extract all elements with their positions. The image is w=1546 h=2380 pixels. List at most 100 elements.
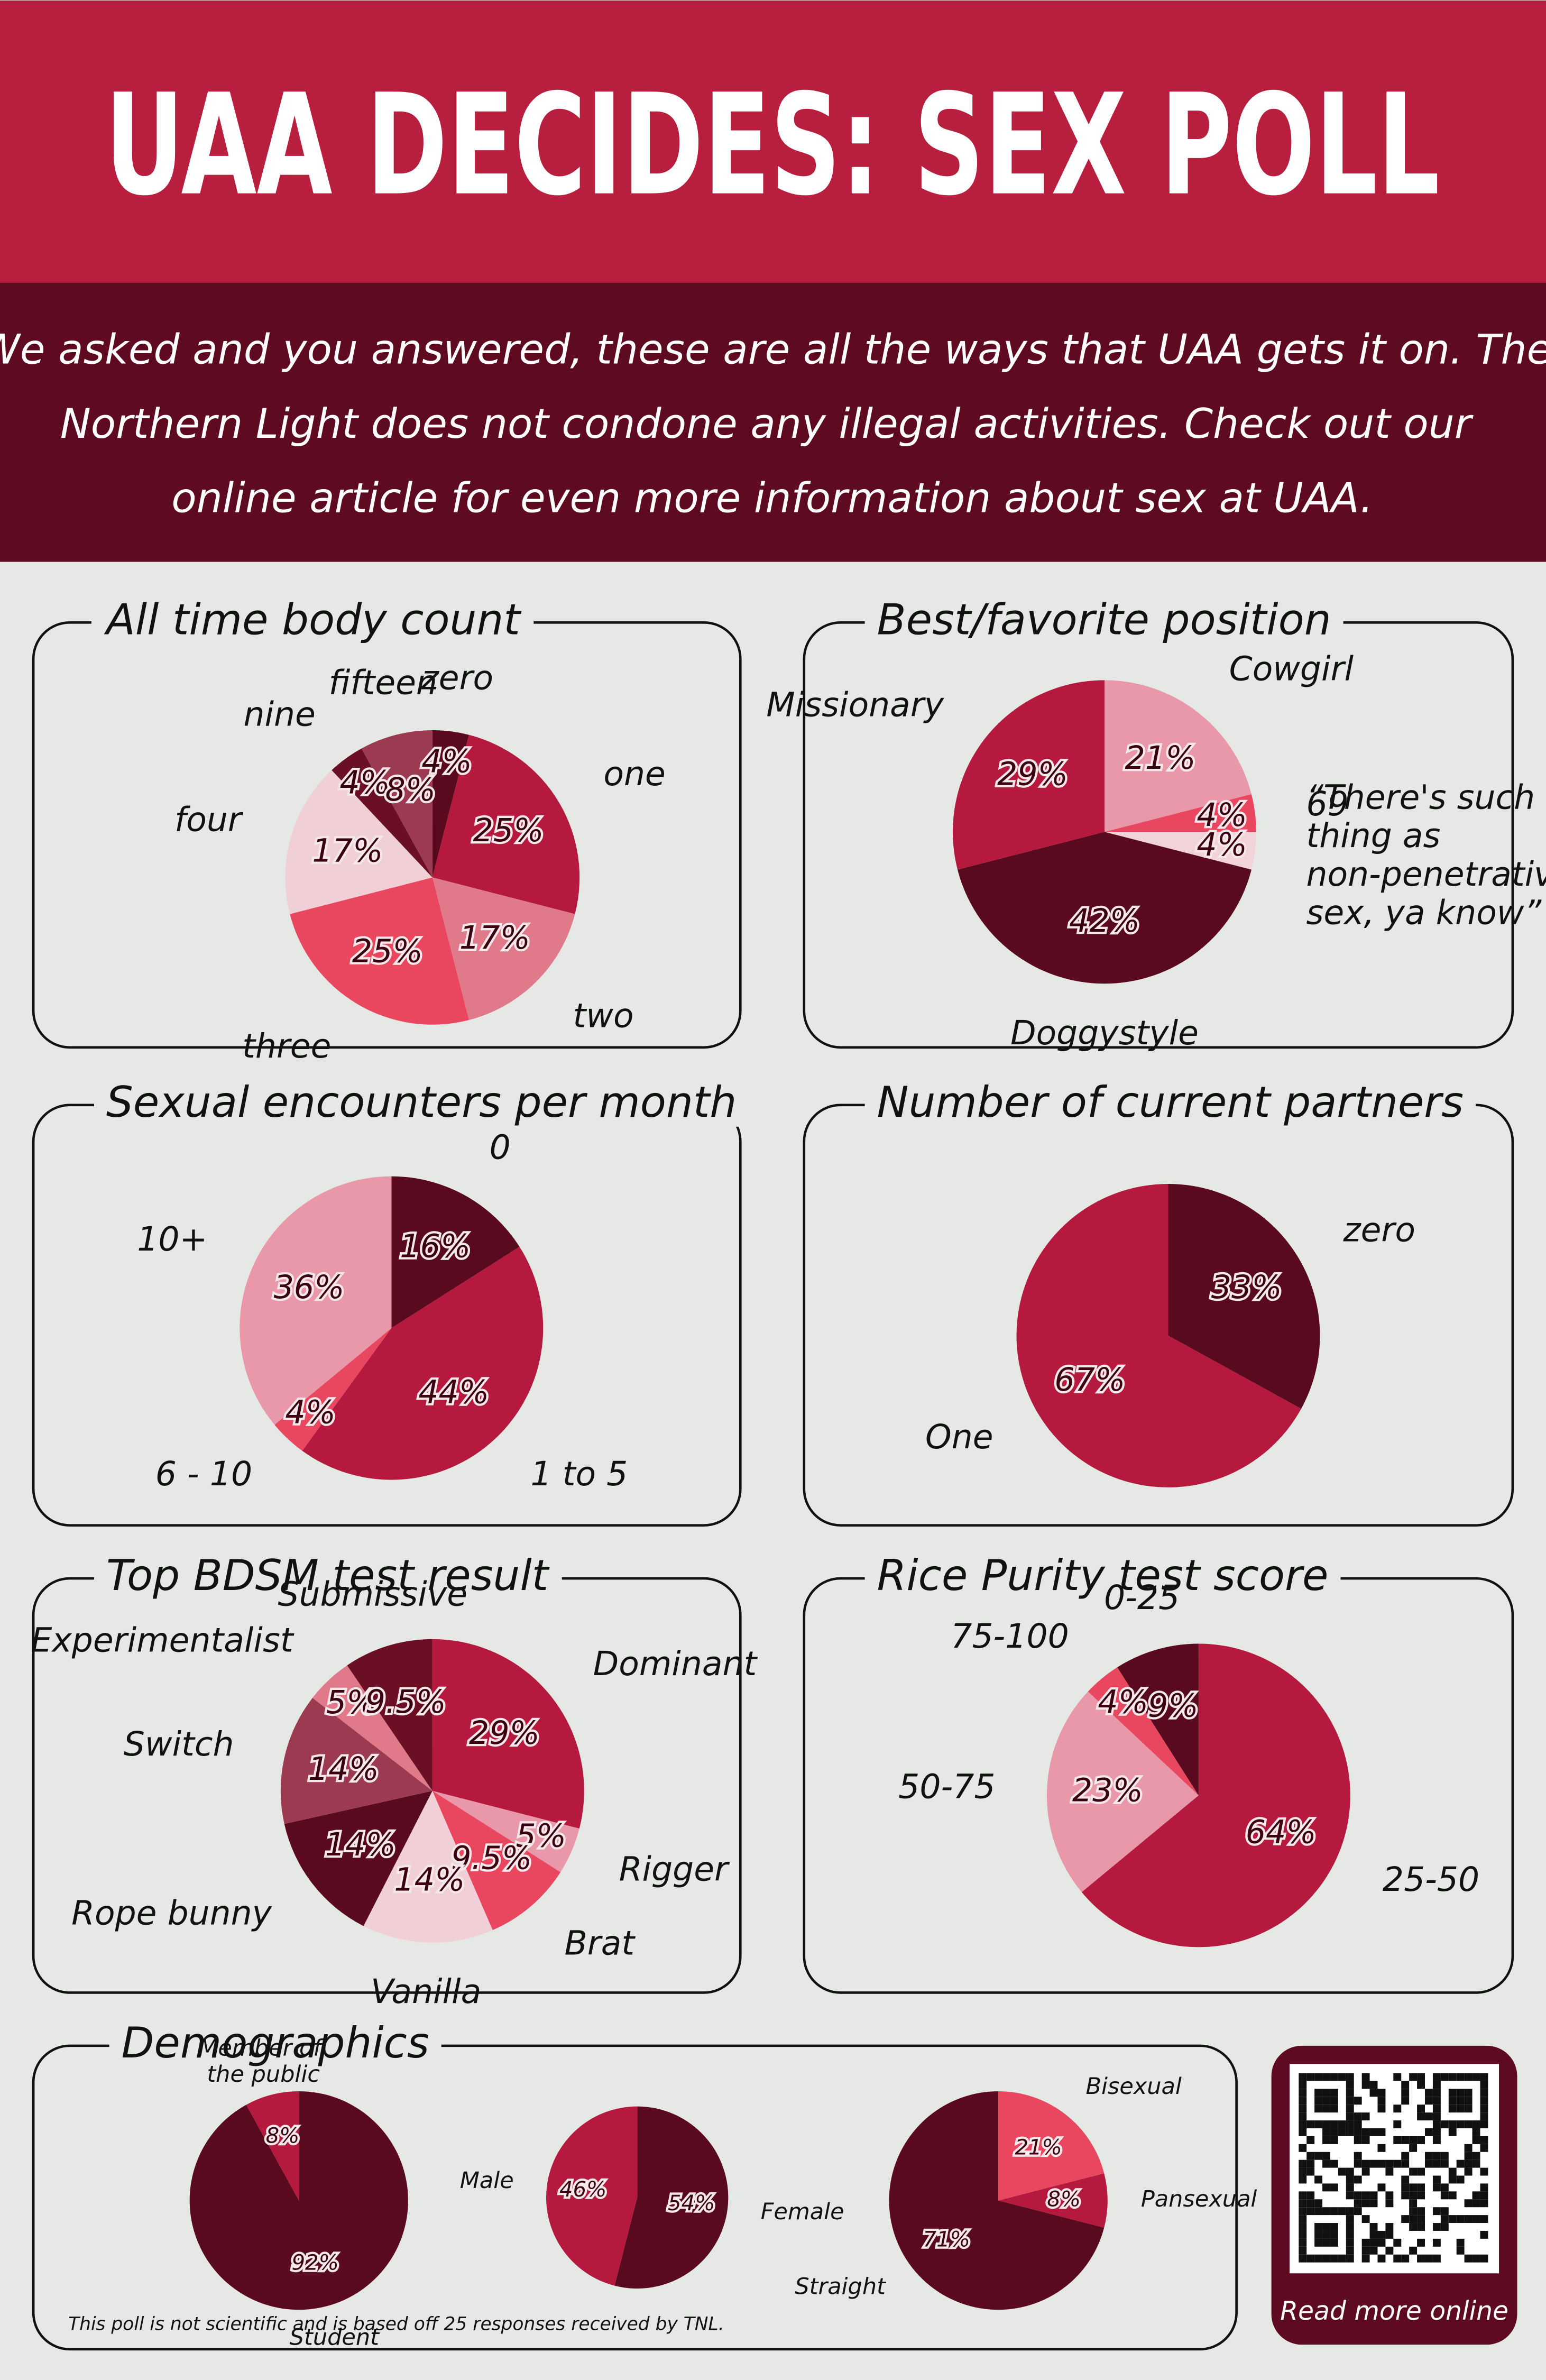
qr-module <box>1299 2167 1307 2176</box>
qr-module <box>1346 2128 1354 2136</box>
qr-module <box>1322 2152 1330 2160</box>
value-label: 5% <box>516 1817 566 1854</box>
value-label: 16% <box>400 1228 471 1265</box>
pie-slice <box>363 1790 493 1943</box>
pie-slice <box>432 730 470 878</box>
qr-module <box>1306 2199 1315 2208</box>
qr-module <box>1401 2215 1410 2223</box>
qr-module <box>1299 2191 1307 2200</box>
qr-module <box>1314 2120 1323 2128</box>
pie-slice <box>1081 1643 1350 1947</box>
qr-module <box>1299 2254 1307 2263</box>
qr-module <box>1417 2207 1425 2216</box>
category-label: Bisexual <box>1085 2073 1181 2100</box>
pie-slice <box>347 1639 432 1791</box>
qr-module <box>1432 2081 1441 2089</box>
category-label: Student <box>290 2324 381 2350</box>
value-label: 14% <box>394 1861 465 1898</box>
qr-module <box>1448 2105 1457 2113</box>
qr-module <box>1346 2207 1354 2216</box>
category-label: Female <box>761 2199 844 2225</box>
qr-module <box>1369 2089 1378 2097</box>
qr-module <box>1472 2136 1480 2144</box>
qr-module <box>1330 2230 1338 2239</box>
value-label: 8% <box>385 771 436 808</box>
category-label: “There's such a thing as non-penetrative… <box>1306 778 1546 932</box>
qr-module <box>1361 2215 1370 2223</box>
qr-module <box>1432 2089 1441 2097</box>
qr-module <box>1369 2081 1378 2089</box>
qr-module <box>1299 2081 1307 2089</box>
qr-module <box>1480 2089 1488 2097</box>
category-label: Switch <box>124 1724 234 1763</box>
category-label: Brat <box>565 1923 636 1962</box>
qr-module <box>1322 2230 1330 2239</box>
qr-module <box>1377 2105 1386 2113</box>
qr-module <box>1354 2160 1362 2168</box>
qr-module <box>1306 2136 1315 2144</box>
value-label: 14% <box>325 1826 396 1863</box>
value-label: 5% <box>326 1684 377 1721</box>
qr-module <box>1346 2089 1354 2097</box>
qr-module <box>1480 2191 1488 2200</box>
qr-module <box>1306 2254 1315 2263</box>
qr-module <box>1417 2112 1425 2121</box>
qr-module <box>1456 2238 1465 2247</box>
qr-module <box>1401 2175 1410 2184</box>
qr-module <box>1299 2097 1307 2105</box>
qr-module <box>1480 2136 1488 2144</box>
qr-module <box>1448 2191 1457 2200</box>
qr-module <box>1377 2144 1386 2152</box>
qr-module <box>1448 2120 1457 2128</box>
pie-slice <box>998 2091 1105 2201</box>
qr-module <box>1472 2128 1480 2136</box>
qr-module <box>1393 2136 1402 2144</box>
qr-module <box>1377 2230 1386 2239</box>
pie-slice <box>1168 1184 1320 1409</box>
qr-module <box>1322 2183 1330 2192</box>
pie-slice <box>1104 832 1256 870</box>
pie-slice <box>280 1697 432 1824</box>
qr-module <box>1480 2254 1488 2263</box>
title-band <box>0 0 1546 283</box>
value-label: 4% <box>339 764 390 801</box>
qr-module <box>1330 2073 1338 2081</box>
qr-module <box>1299 2120 1307 2128</box>
value-label: 92% <box>291 2251 338 2275</box>
qr-module <box>1369 2238 1378 2247</box>
category-label: 0-25 <box>1104 1578 1180 1617</box>
pie-slice <box>1104 680 1251 832</box>
qr-module <box>1432 2097 1441 2105</box>
qr-module <box>1299 2144 1307 2152</box>
qr-module <box>1330 2160 1338 2168</box>
qr-module <box>1346 2112 1354 2121</box>
qr-module <box>1369 2128 1378 2136</box>
qr-module <box>1354 2128 1362 2136</box>
qr-module <box>1472 2160 1480 2168</box>
qr-module <box>1393 2254 1402 2263</box>
qr-label[interactable]: Read more online <box>1280 2296 1508 2326</box>
panel-frame <box>32 2044 1238 2351</box>
qr-module <box>1299 2112 1307 2121</box>
pie-slice <box>1088 1667 1199 1796</box>
qr-module <box>1306 2167 1315 2176</box>
qr-module <box>1346 2246 1354 2255</box>
value-label: 8% <box>266 2124 300 2148</box>
qr-module <box>1448 2097 1457 2105</box>
panel-title: Best/favorite position <box>877 594 1331 644</box>
value-label: 4% <box>1197 826 1247 863</box>
pie-slice <box>246 2091 299 2201</box>
value-label: 4% <box>1197 797 1247 834</box>
qr-module <box>1417 2105 1425 2113</box>
qr-module <box>1361 2199 1370 2208</box>
qr-module <box>1432 2128 1441 2136</box>
qr-module <box>1314 2223 1323 2231</box>
qr-module <box>1314 2199 1323 2208</box>
pie-slice <box>1117 1643 1199 1796</box>
qr-module <box>1354 2175 1362 2184</box>
category-label: Cowgirl <box>1229 649 1354 688</box>
qr-module <box>1306 2073 1315 2081</box>
qr-module <box>1314 2254 1323 2263</box>
qr-module <box>1440 2183 1449 2192</box>
